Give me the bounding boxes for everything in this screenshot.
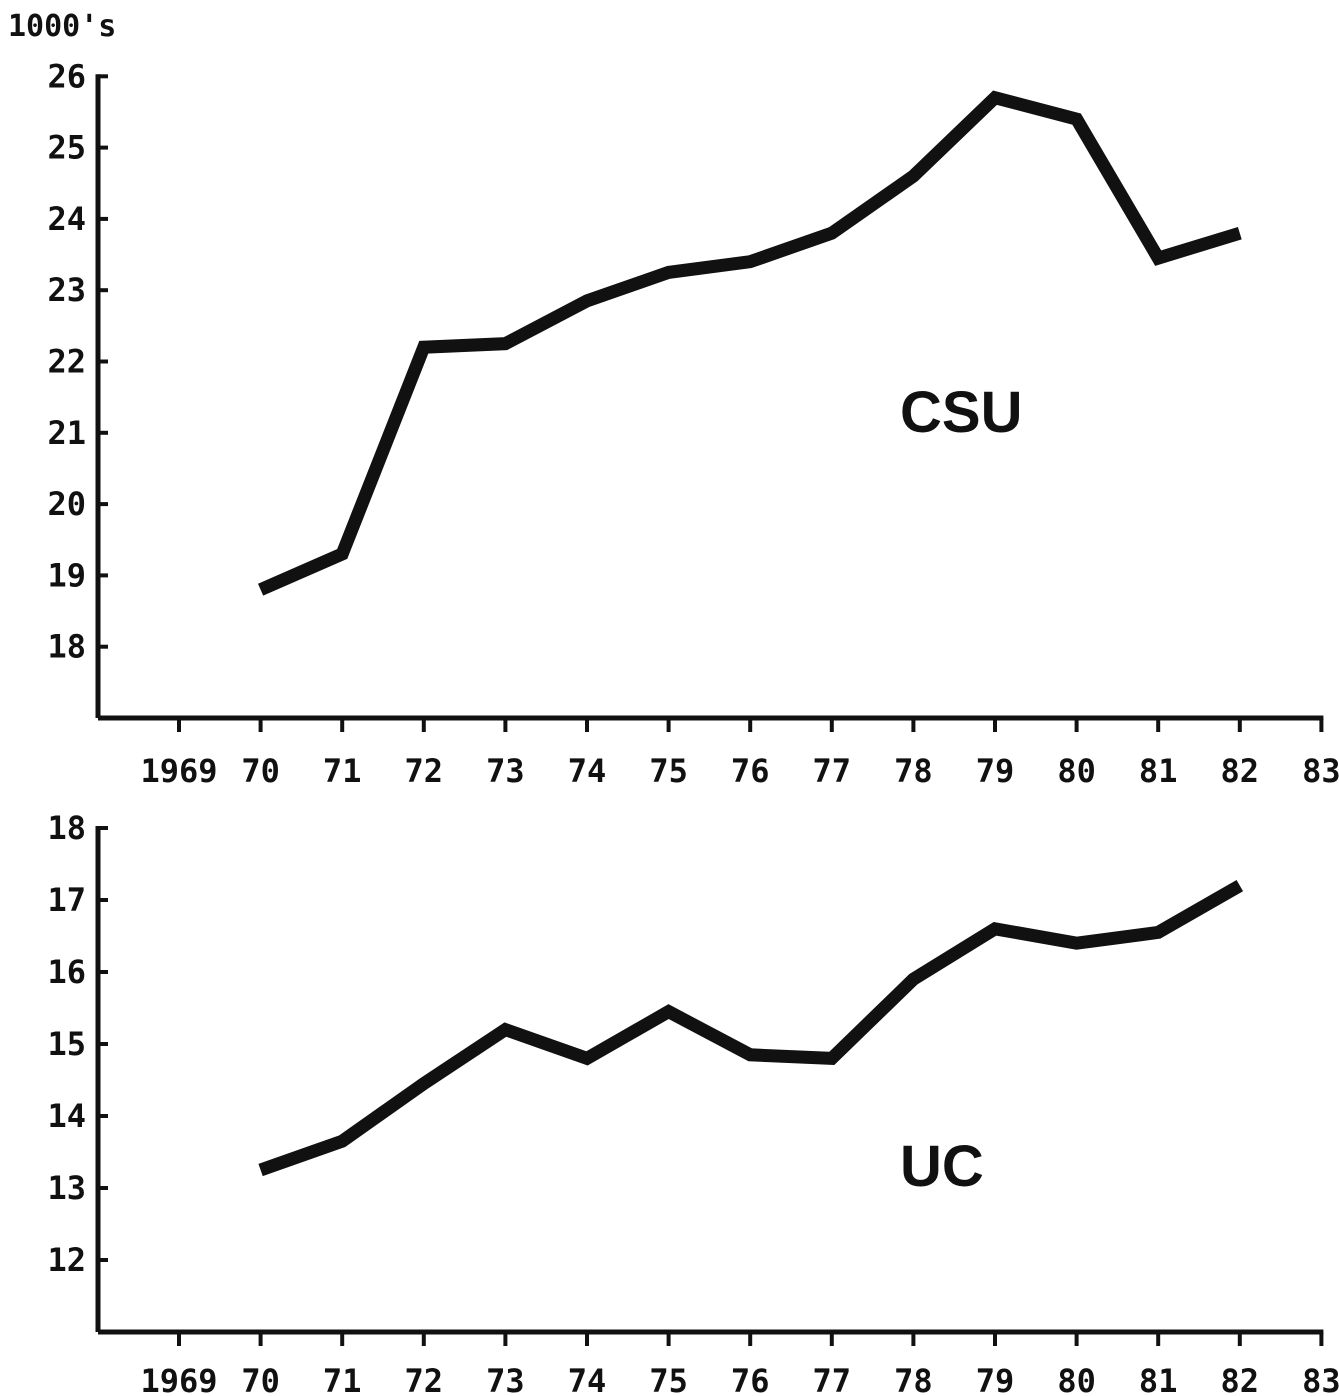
csu-chart: 18 19 20 21 22 23 24 25 26 1969 70 71 72 73 74 75 76 77 78… [47,57,1339,790]
series-line-csu [257,90,1242,596]
y-tick-label: 24 [47,200,86,238]
x-tick-label: 70 [241,1362,280,1396]
series-label-uc: UC [900,1134,984,1199]
x-tick-label: 1969 [140,1362,217,1396]
x-tick-label: 76 [731,752,770,790]
y-tick-label: 23 [47,271,86,309]
x-tick-label: 75 [649,1362,688,1396]
x-tick-label: 74 [568,752,607,790]
x-tick-label: 78 [894,1362,933,1396]
x-tick-label: 83 [1302,752,1339,790]
x-tick-label: 73 [486,1362,525,1396]
y-tick-label: 26 [47,57,86,95]
x-tick-label: 78 [894,752,933,790]
y-tick-label: 18 [47,628,86,666]
x-tick-label: 72 [405,752,444,790]
series-label-csu: CSU [900,380,1022,445]
x-tick-label: 74 [568,1362,607,1396]
x-tick-label: 80 [1057,752,1096,790]
y-tick-label: 22 [47,343,86,381]
uc-chart: 12 13 14 15 16 17 18 1969 70 71 72 73 74 75 76 77 78 79 80… [47,809,1339,1396]
x-tick-label: 71 [323,1362,362,1396]
x-tick-label: 82 [1221,1362,1260,1396]
x-tick-label: 77 [813,752,852,790]
x-tick-label: 79 [976,752,1015,790]
x-tick-label: 82 [1221,752,1260,790]
y-tick-label: 20 [47,485,86,523]
y-tick-label: 19 [47,556,86,594]
y-tick-label: 21 [47,414,86,452]
x-tick-label: 75 [649,752,688,790]
x-tick-label: 70 [241,752,280,790]
x-tick-label: 73 [486,752,525,790]
y-tick-label: 14 [47,1097,86,1135]
x-tick-label: 80 [1057,1362,1096,1396]
y-tick-label: 13 [47,1169,86,1207]
y-tick-label: 16 [47,953,86,991]
unit-label: 1000's [8,9,116,44]
y-tick-label: 17 [47,881,86,919]
y-tick-label: 12 [47,1241,86,1279]
x-tick-label: 71 [323,752,362,790]
y-tick-label: 15 [47,1025,86,1063]
x-tick-label: 81 [1139,752,1178,790]
y-tick-label: 25 [47,129,86,167]
x-tick-label: 83 [1302,1362,1339,1396]
x-tick-label: 79 [976,1362,1015,1396]
y-tick-label: 18 [47,809,86,847]
x-tick-label: 81 [1139,1362,1178,1396]
x-tick-label: 77 [813,1362,852,1396]
series-line-uc [258,879,1244,1177]
x-tick-label: 1969 [140,752,217,790]
x-tick-label: 76 [731,1362,770,1396]
x-tick-label: 72 [405,1362,444,1396]
